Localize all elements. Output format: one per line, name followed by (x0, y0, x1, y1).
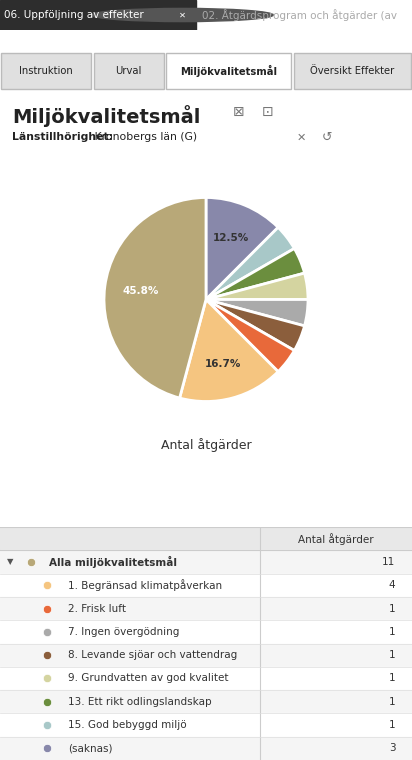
Bar (0, 550, 412, 574)
Text: Kronobergs län (G): Kronobergs län (G) (91, 132, 197, 142)
Text: 9. Grundvatten av god kvalitet: 9. Grundvatten av god kvalitet (68, 673, 229, 683)
Bar (0, 736, 412, 760)
Text: Antal åtgärder: Antal åtgärder (298, 533, 374, 545)
Text: Antal åtgärder: Antal åtgärder (161, 438, 251, 452)
Wedge shape (206, 299, 294, 372)
Text: 1: 1 (389, 697, 396, 707)
Text: Miljökvalitetsmål: Miljökvalitetsmål (12, 105, 201, 127)
Text: 1: 1 (389, 650, 396, 660)
Text: 1. Begränsad klimatpåverkan: 1. Begränsad klimatpåverkan (68, 579, 222, 591)
Bar (0, 527, 412, 550)
Bar (294, 53, 411, 89)
Text: Länstillhörighet:: Länstillhörighet: (12, 132, 113, 142)
Text: 11: 11 (382, 557, 396, 567)
Text: 1: 1 (389, 603, 396, 613)
Text: 1: 1 (389, 720, 396, 730)
Wedge shape (206, 198, 278, 299)
Bar (0, 574, 412, 597)
Wedge shape (180, 299, 278, 401)
Text: Miljökvalitetsmål: Miljökvalitetsmål (180, 65, 277, 77)
Text: (saknas): (saknas) (68, 743, 112, 753)
Text: 06. Uppföljning av effekter: 06. Uppföljning av effekter (4, 10, 144, 20)
Bar (94, 53, 164, 89)
Text: ✕: ✕ (297, 132, 306, 142)
Wedge shape (206, 299, 304, 350)
Text: 2. Frisk luft: 2. Frisk luft (68, 603, 126, 613)
Wedge shape (206, 299, 308, 326)
Bar (0, 0, 196, 30)
Text: 3: 3 (389, 743, 396, 753)
Text: 45.8%: 45.8% (122, 286, 159, 296)
Text: ⊠: ⊠ (233, 105, 244, 119)
Text: 8. Levande sjöar och vattendrag: 8. Levande sjöar och vattendrag (68, 650, 237, 660)
Text: ↺: ↺ (321, 131, 332, 144)
Text: 12.5%: 12.5% (213, 233, 250, 243)
Bar (0, 690, 412, 714)
Bar (0, 667, 412, 690)
Text: 4: 4 (389, 580, 396, 591)
Text: 02. Åtgärdsprogram och åtgärder (av: 02. Åtgärdsprogram och åtgärder (av (202, 9, 397, 21)
Bar (0, 597, 412, 620)
Text: ⊡: ⊡ (262, 105, 273, 119)
Circle shape (92, 8, 273, 21)
Bar (0, 644, 412, 667)
Text: ✕: ✕ (179, 11, 186, 20)
Bar (166, 53, 291, 89)
Wedge shape (206, 227, 294, 299)
Text: Alla miljökvalitetsmål: Alla miljökvalitetsmål (49, 556, 178, 568)
Wedge shape (206, 249, 304, 299)
Text: 7. Ingen övergödning: 7. Ingen övergödning (68, 627, 179, 637)
Text: ▼: ▼ (7, 557, 14, 566)
Text: Instruktion: Instruktion (19, 66, 73, 76)
Text: 13. Ett rikt odlingslandskap: 13. Ett rikt odlingslandskap (68, 697, 212, 707)
Bar (1, 53, 91, 89)
Text: 1: 1 (389, 627, 396, 637)
Wedge shape (104, 198, 206, 398)
Text: Urval: Urval (115, 66, 142, 76)
Text: 16.7%: 16.7% (205, 359, 241, 369)
Bar (0, 620, 412, 644)
Text: Översikt Effekter: Översikt Effekter (310, 66, 394, 76)
Text: 1: 1 (389, 673, 396, 683)
Text: 15. God bebyggd miljö: 15. God bebyggd miljö (68, 720, 187, 730)
Bar (0, 714, 412, 736)
Wedge shape (206, 273, 308, 299)
